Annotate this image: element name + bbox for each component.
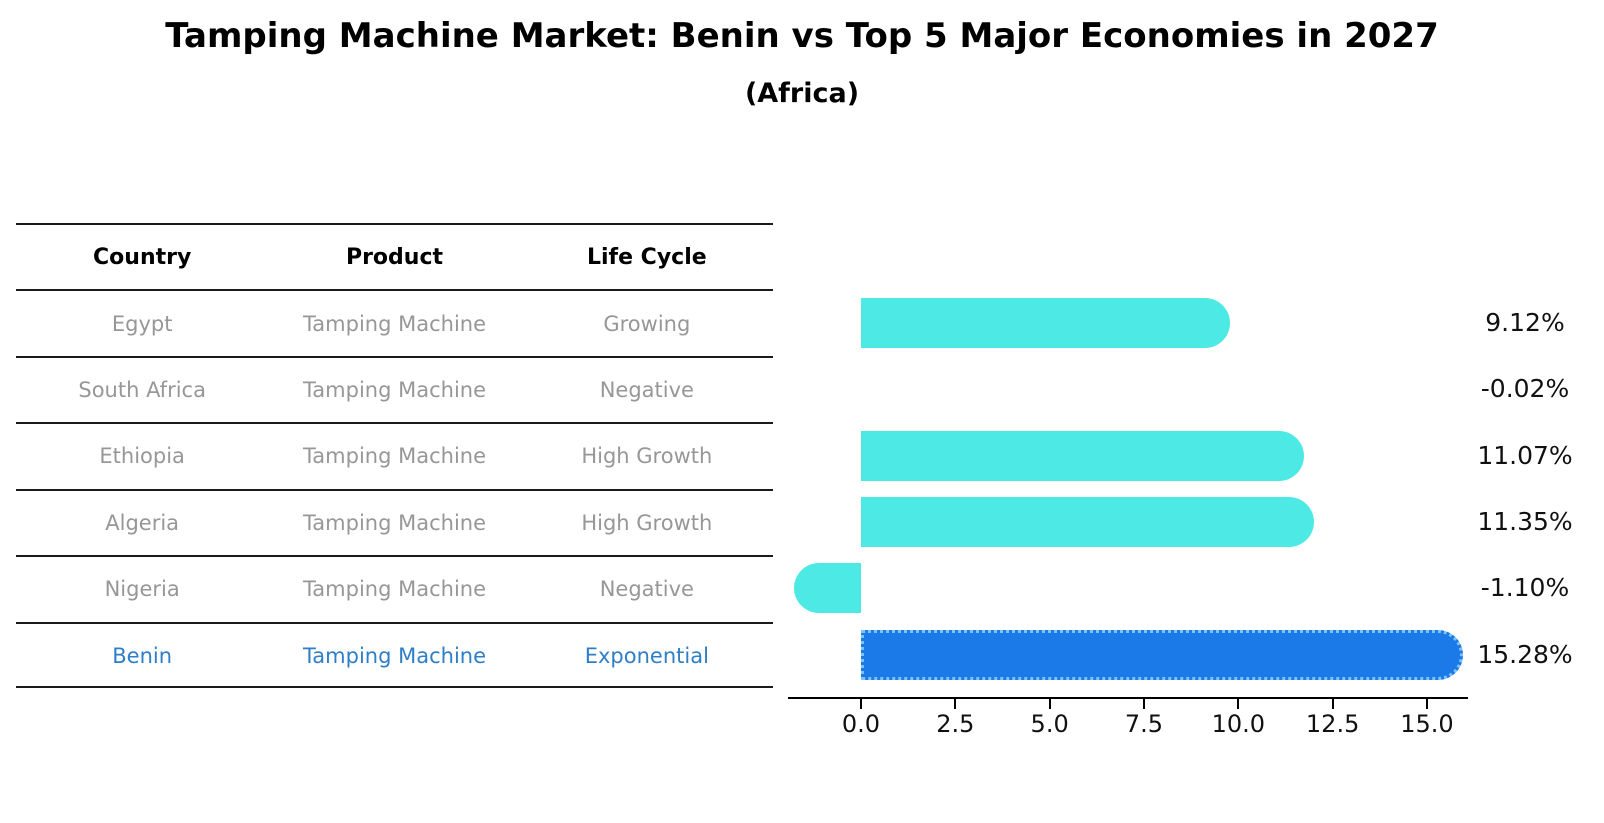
x-tick-label: 12.5 xyxy=(1305,710,1360,738)
table-body: Egypt Tamping Machine Growing South Africa T… xyxy=(16,289,773,688)
x-tick xyxy=(1331,698,1334,709)
bar-nigeria xyxy=(794,563,861,614)
table-row-nigeria: Nigeria Tamping Machine Negative xyxy=(16,555,773,621)
cell-country: Egypt xyxy=(111,311,173,336)
bar-ethiopia xyxy=(861,430,1304,481)
cell-country: South Africa xyxy=(78,378,206,403)
cell-product: Tamping Machine xyxy=(302,643,487,668)
x-tick-label: 2.5 xyxy=(936,710,975,738)
value-label-nigeria: -1.10% xyxy=(1480,573,1570,603)
table-row-ethiopia: Ethiopia Tamping Machine High Growth xyxy=(16,422,773,488)
x-tick xyxy=(1237,698,1240,709)
x-axis-line xyxy=(788,697,1468,699)
x-tick-label: 5.0 xyxy=(1030,710,1069,738)
cell-country: Nigeria xyxy=(104,577,180,602)
value-label-egypt: 9.12% xyxy=(1485,307,1565,337)
chart-title: Tamping Machine Market: Benin vs Top 5 M… xyxy=(165,16,1439,56)
table-row-algeria: Algeria Tamping Machine High Growth xyxy=(16,488,773,555)
value-label-south-africa: -0.02% xyxy=(1480,374,1570,404)
cell-life-cycle: Exponential xyxy=(584,643,709,668)
x-tick xyxy=(1425,698,1428,709)
cell-country: Benin xyxy=(112,643,173,668)
table-row-south-africa: South Africa Tamping Machine Negative xyxy=(16,355,773,422)
x-tick-label: 0.0 xyxy=(841,710,881,738)
cell-life-cycle: High Growth xyxy=(581,510,713,535)
cell-country: Ethiopia xyxy=(99,444,185,469)
bar-egypt xyxy=(861,297,1231,348)
value-label-ethiopia: 11.07% xyxy=(1477,440,1573,470)
column-header-country: Country xyxy=(93,244,192,270)
cell-product: Tamping Machine xyxy=(302,311,487,336)
bar-algeria xyxy=(861,496,1315,547)
value-label-benin: 15.28% xyxy=(1477,639,1573,669)
x-tick-label: 10.0 xyxy=(1211,710,1266,738)
column-header-product: Product xyxy=(345,244,444,270)
cell-life-cycle: High Growth xyxy=(581,444,713,469)
cell-product: Tamping Machine xyxy=(302,510,487,535)
x-tick-label: 7.5 xyxy=(1124,710,1164,738)
x-tick xyxy=(1142,698,1145,709)
value-label-algeria: 11.35% xyxy=(1477,506,1573,536)
x-tick-label: 15.0 xyxy=(1400,710,1454,738)
table-row-egypt: Egypt Tamping Machine Growing xyxy=(16,289,773,355)
country-table: Country Product Life Cycle Egypt Tamping … xyxy=(16,223,773,688)
x-tick xyxy=(954,698,957,709)
table-row-benin: Benin Tamping Machine Exponential xyxy=(16,621,773,688)
column-header-life-cycle: Life Cycle xyxy=(586,244,707,270)
table-header-row: Country Product Life Cycle xyxy=(16,223,773,289)
cell-life-cycle: Growing xyxy=(603,311,691,336)
cell-product: Tamping Machine xyxy=(302,577,487,602)
x-tick xyxy=(860,698,862,709)
cell-product: Tamping Machine xyxy=(302,378,487,403)
bar-benin xyxy=(861,629,1463,680)
cell-life-cycle: Negative xyxy=(599,577,694,602)
chart-subtitle: (Africa) xyxy=(744,78,860,109)
cell-product: Tamping Machine xyxy=(302,444,487,469)
cell-life-cycle: Negative xyxy=(599,378,694,403)
cell-country: Algeria xyxy=(105,510,180,535)
x-tick xyxy=(1048,698,1051,709)
